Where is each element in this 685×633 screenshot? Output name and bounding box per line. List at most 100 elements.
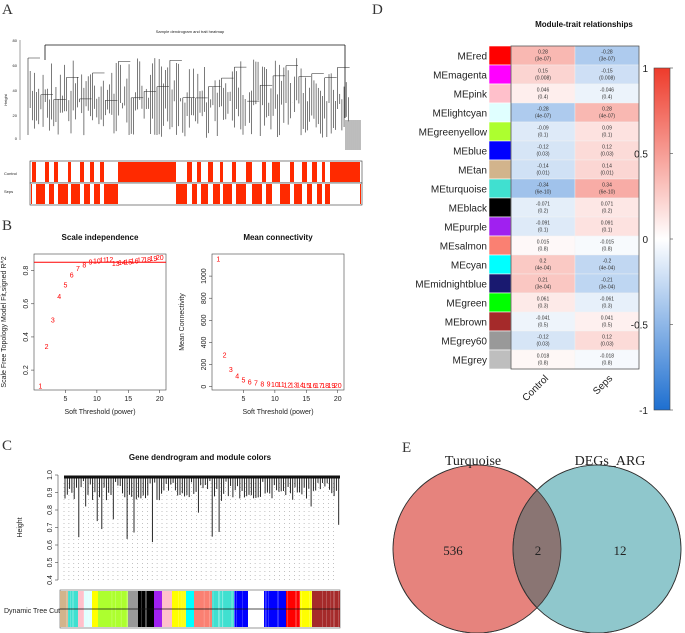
cell-pvalue: (0.5) [602, 323, 613, 329]
panel-e-letter: E [402, 440, 411, 456]
cell-pvalue: (0.8) [602, 247, 613, 253]
data-point: 7 [76, 266, 80, 273]
y-tick-label: 0.6 [23, 299, 30, 309]
cell-pvalue: (0.8) [538, 247, 549, 253]
trait-cell-control [80, 162, 84, 182]
column-label: Control [521, 373, 552, 404]
panel-a-ytick: 60 [13, 63, 18, 68]
color-row-label: Dynamic Tree Cut [4, 608, 60, 615]
x-tick-label: 15 [124, 396, 132, 403]
trait-cell-control [246, 162, 252, 182]
panel-c-letter: C [2, 438, 12, 454]
data-point: 15 [302, 383, 310, 390]
module-label: MEbrown [445, 318, 487, 329]
cell-pvalue: (6e-10) [599, 190, 615, 196]
cell-value: -0.12 [537, 145, 549, 151]
module-color-swatch [488, 197, 512, 218]
cell-value: -0.21 [601, 278, 613, 284]
cell-value: -0.09 [537, 126, 549, 132]
data-point: 18 [321, 383, 329, 390]
trait-gap-seps [330, 184, 360, 204]
y-tick-label: 1000 [201, 268, 208, 284]
cell-value: 0.12 [602, 145, 612, 151]
module-label: MEturquoise [431, 185, 488, 196]
x-tick-label: 20 [156, 396, 164, 403]
cell-pvalue: (0.008) [599, 76, 615, 82]
data-point: 17 [137, 258, 145, 265]
trait-cell-control [54, 162, 58, 182]
trait-cell-control [197, 162, 201, 182]
scale-tick-label: -0.5 [631, 321, 649, 332]
data-point: 14 [296, 383, 304, 390]
data-point: 8 [82, 263, 86, 270]
y-axis-label: Height [17, 517, 24, 537]
cell-value: 0.2 [540, 259, 547, 265]
panel-a-ytick: 0 [15, 136, 18, 141]
cell-value: 0.15 [538, 69, 548, 75]
y-axis-label: Mean Connectivity [179, 293, 186, 351]
plot-title: Gene dendrogram and module colors [129, 453, 272, 462]
x-tick-label: 5 [63, 396, 67, 403]
x-tick-label: 5 [241, 396, 245, 403]
data-point: 12 [284, 382, 292, 389]
cell-value: -0.015 [600, 240, 614, 246]
y-tick-label: 0.7 [47, 523, 54, 533]
data-point: 17 [315, 383, 323, 390]
data-point: 4 [235, 374, 239, 381]
data-point: 9 [267, 382, 271, 389]
module-label: MEmagenta [433, 71, 487, 82]
trait-cell-control [187, 162, 192, 182]
cell-value: 0.12 [602, 335, 612, 341]
data-point: 16 [131, 258, 139, 265]
cell-pvalue: (4e-07) [599, 114, 615, 120]
y-axis-label: Scale Free Topology Model Fit,signed R^2 [1, 256, 8, 387]
trait-gap-seps [100, 184, 104, 204]
cell-pvalue: (3e-07) [535, 57, 551, 63]
x-tick-label: 10 [271, 396, 279, 403]
cell-pvalue: (0.01) [536, 171, 549, 177]
cell-pvalue: (0.008) [535, 76, 551, 82]
column-label: Seps [591, 373, 615, 397]
cell-value: 0.071 [601, 202, 614, 208]
data-point: 1 [216, 257, 220, 264]
cell-value: -0.15 [601, 69, 613, 75]
data-point: 19 [328, 383, 336, 390]
panel-a-trait-heatmap [29, 160, 363, 206]
color-scale-bar [653, 67, 671, 411]
trait-gap-seps [312, 184, 317, 204]
module-label: MEpurple [444, 223, 487, 234]
trait-cell-control [322, 162, 325, 182]
cell-pvalue: (0.03) [600, 342, 613, 348]
data-point: 6 [248, 379, 252, 386]
panel-a-dendrogram [27, 44, 361, 150]
trait-gap-seps [220, 184, 223, 204]
trait-cell-control [290, 162, 294, 182]
trait-gap-seps [322, 184, 325, 204]
trait-gap-seps [290, 184, 294, 204]
panel-a-ytick: 20 [13, 113, 18, 118]
cell-value: -0.046 [600, 88, 614, 94]
mean-connectivity-plot: Mean connectivity Soft Threshold (power) M… [179, 233, 345, 416]
cell-value: -0.34 [537, 183, 549, 189]
data-point: 6 [70, 273, 74, 280]
data-point: 18 [143, 257, 151, 264]
module-color-swatch [488, 273, 512, 294]
plot-title: Scale independence [62, 233, 139, 242]
cell-value: -0.28 [537, 107, 549, 113]
y-tick-label: 200 [201, 359, 208, 371]
scale-tick-label: 0 [642, 235, 648, 246]
trait-cell-control [45, 162, 49, 182]
data-point: 11 [100, 258, 107, 265]
cell-pvalue: (0.8) [538, 361, 549, 367]
x-tick-label: 10 [93, 396, 101, 403]
plot-frame [33, 253, 167, 391]
cell-value: 0.28 [538, 50, 548, 56]
scale-independence-plot: Scale independence Soft Threshold (power)… [1, 233, 167, 416]
module-label: MEgrey60 [441, 337, 487, 348]
venn-outline [392, 464, 562, 633]
cell-value: 0.091 [601, 221, 614, 227]
trait-gap-seps [187, 184, 192, 204]
module-label: MEsalmon [440, 242, 487, 253]
data-point: 13 [290, 383, 298, 390]
